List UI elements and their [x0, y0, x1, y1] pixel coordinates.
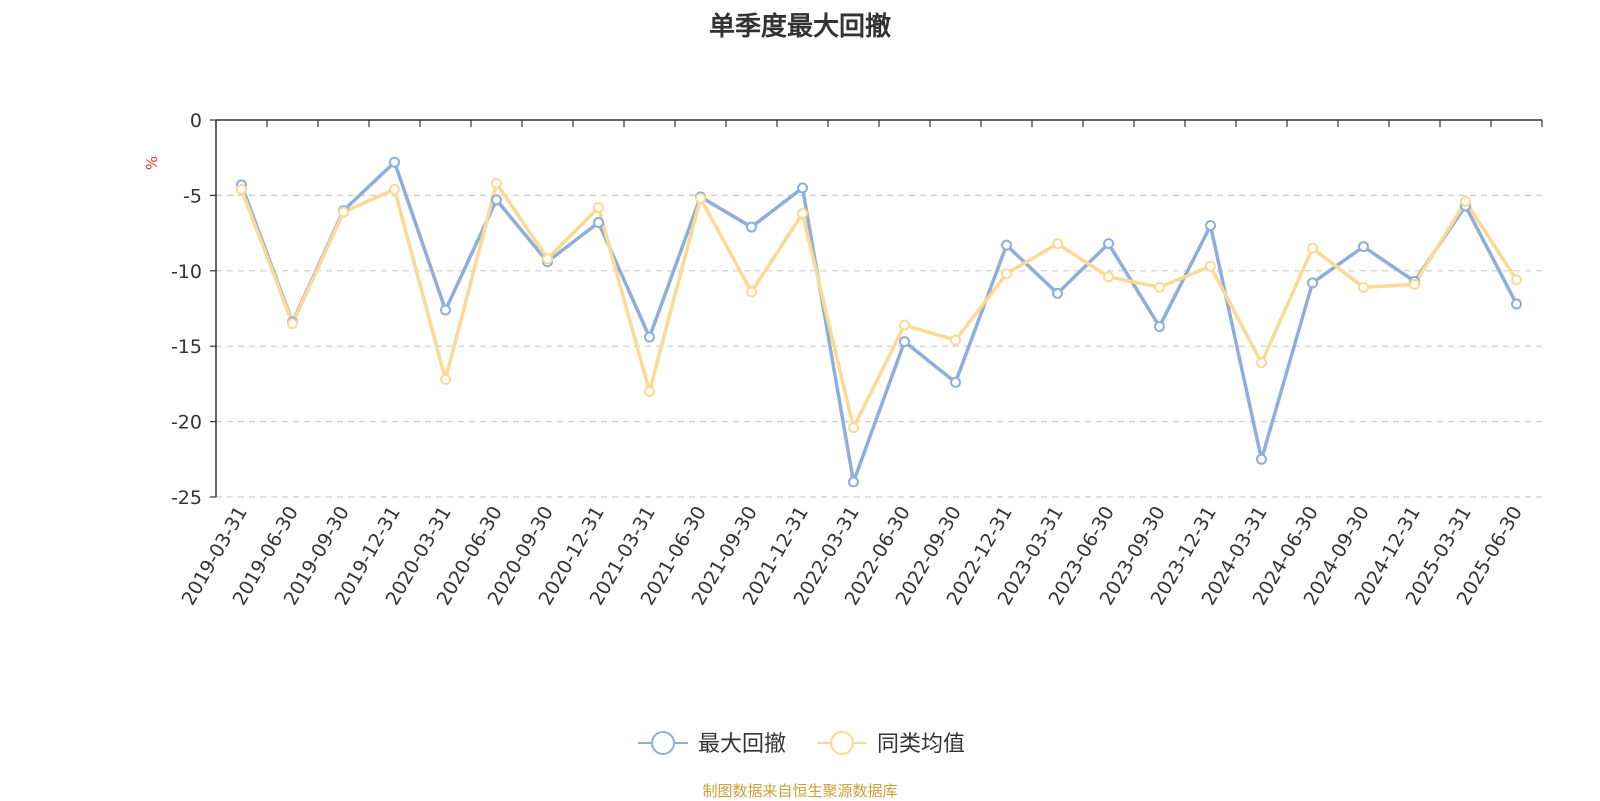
data-point[interactable] [491, 194, 502, 206]
data-point[interactable] [287, 318, 298, 330]
legend-item-0[interactable]: 最大回撤 [638, 731, 786, 757]
data-point[interactable] [1511, 274, 1522, 286]
y-tick-label: -5 [183, 185, 202, 207]
grid-lines [216, 194, 1542, 498]
data-point[interactable] [1358, 241, 1369, 253]
legend-label: 同类均值 [877, 732, 965, 757]
data-point[interactable] [1409, 278, 1420, 290]
data-point[interactable] [1256, 357, 1267, 369]
data-point[interactable] [1205, 220, 1216, 232]
data-point[interactable] [1154, 281, 1165, 293]
data-point[interactable] [1256, 453, 1267, 465]
series-line-1 [239, 181, 1518, 430]
data-point[interactable] [1307, 277, 1318, 289]
y-tick-label: -25 [171, 487, 202, 509]
data-point[interactable] [593, 201, 604, 213]
axes [215, 119, 1542, 497]
legend-item-1[interactable]: 同类均值 [817, 731, 965, 757]
data-point[interactable] [644, 385, 655, 397]
series-layer [236, 156, 1522, 488]
data-point[interactable] [746, 221, 757, 233]
data-point[interactable] [440, 373, 451, 385]
legend: 最大回撤 同类均值 [638, 731, 965, 757]
data-point[interactable] [1511, 298, 1522, 310]
data-point[interactable] [389, 156, 400, 168]
data-point[interactable] [1205, 260, 1216, 272]
legend-marker [830, 731, 854, 755]
y-tick-label: -10 [171, 261, 202, 283]
data-point[interactable] [950, 376, 961, 388]
data-point[interactable] [899, 336, 910, 348]
data-point[interactable] [542, 253, 553, 265]
data-point[interactable] [1001, 239, 1012, 251]
y-axis-ticks: 0 -5 -10 -15 -20 -25 [171, 110, 216, 509]
data-point[interactable] [1154, 321, 1165, 333]
data-point[interactable] [797, 182, 808, 194]
y-tick-label: -20 [171, 412, 202, 434]
data-point[interactable] [491, 177, 502, 189]
data-point[interactable] [389, 183, 400, 195]
data-point[interactable] [338, 206, 349, 218]
data-point[interactable] [1307, 242, 1318, 254]
data-point[interactable] [1103, 271, 1114, 283]
legend-label: 最大回撤 [698, 732, 786, 757]
data-point[interactable] [593, 217, 604, 229]
legend-marker [651, 731, 675, 755]
y-tick-label: -15 [171, 336, 202, 358]
data-point[interactable] [1052, 238, 1063, 250]
data-point[interactable] [236, 183, 247, 195]
data-point[interactable] [1103, 238, 1114, 250]
data-point[interactable] [950, 334, 961, 346]
data-point[interactable] [644, 331, 655, 343]
data-source-footer: 制图数据来自恒生聚源数据库 [702, 782, 898, 800]
chart-title: 单季度最大回撤 [708, 12, 891, 42]
data-point[interactable] [1460, 195, 1471, 207]
data-point[interactable] [1358, 281, 1369, 293]
data-point[interactable] [1052, 287, 1063, 299]
data-point[interactable] [695, 192, 706, 204]
data-point[interactable] [1001, 268, 1012, 280]
data-point[interactable] [746, 286, 757, 298]
data-point[interactable] [440, 304, 451, 316]
y-axis-label: % [143, 156, 161, 170]
series-line-0 [239, 160, 1519, 484]
y-tick-label: 0 [190, 110, 202, 132]
data-point[interactable] [797, 207, 808, 219]
data-point[interactable] [899, 319, 910, 331]
data-point[interactable] [848, 476, 859, 488]
data-point[interactable] [848, 422, 859, 434]
